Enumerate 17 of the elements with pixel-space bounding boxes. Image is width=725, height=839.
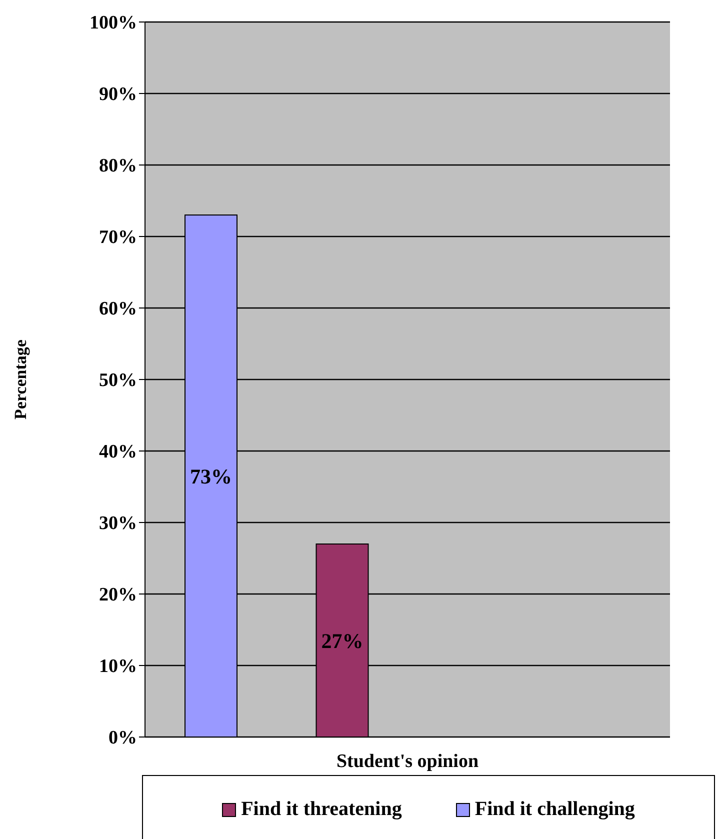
y-tick-label: 20% bbox=[99, 584, 137, 606]
data-label: 73% bbox=[190, 464, 232, 488]
y-tick-label: 0% bbox=[108, 728, 137, 749]
x-axis-title: Student's opinion bbox=[336, 751, 479, 772]
y-tick-label: 10% bbox=[99, 656, 137, 678]
legend-label: Find it threatening bbox=[241, 798, 402, 821]
y-tick-label: 50% bbox=[99, 370, 137, 392]
y-tick-label: 90% bbox=[99, 84, 137, 106]
legend-label: Find it challenging bbox=[474, 798, 635, 821]
y-tick-label: 30% bbox=[99, 513, 137, 534]
y-axis-title: Percentage bbox=[11, 339, 30, 420]
data-label: 27% bbox=[321, 628, 364, 653]
y-tick-label: 60% bbox=[99, 298, 137, 320]
y-tick-label: 40% bbox=[99, 442, 137, 463]
y-tick-label: 70% bbox=[99, 227, 137, 248]
y-tick-label: 80% bbox=[99, 156, 137, 177]
y-tick-label: 100% bbox=[90, 12, 137, 34]
